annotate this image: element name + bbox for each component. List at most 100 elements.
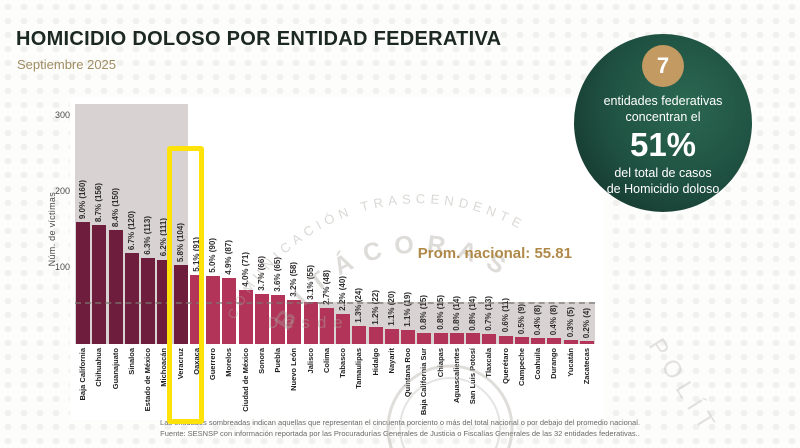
bar-san-luis-potosí (466, 333, 480, 344)
badge-number-circle: 7 (642, 45, 684, 87)
bar-value-label: 2.2% (40) (338, 275, 347, 311)
bar-tamaulipas (352, 325, 367, 344)
bar-coahuila (531, 337, 545, 344)
footnote-line2: Fuente: SESNSP con información reportada… (160, 429, 640, 439)
bar-value-label: 3.2% (58) (289, 262, 299, 297)
badge-text-line2: concentran el (625, 110, 701, 124)
bar-jalisco (303, 302, 318, 344)
bar-nuevo-león (287, 299, 302, 344)
badge-text-line4: de Homicidio doloso (606, 182, 720, 196)
bar-value-label: 3.6% (65) (273, 256, 282, 292)
bar-zacatecas (579, 341, 594, 344)
x-axis-label: Jalisco (305, 348, 315, 374)
y-tick-200: 200 (54, 186, 70, 196)
bar-value-label: 0.8% (15) (419, 294, 429, 330)
page-title: HOMICIDIO DOLOSO POR ENTIDAD FEDERATIVA (16, 28, 502, 50)
x-axis-label: Morelos (224, 348, 234, 377)
x-axis-label: Zacatecas (581, 348, 591, 385)
bar-value-label: 4.9% (87) (224, 240, 234, 275)
bar-value-label: 1.1% (19) (403, 291, 412, 327)
y-tick-100: 100 (54, 262, 70, 272)
x-axis-label: Yucatán (565, 348, 575, 377)
badge-text-line1: entidades federativas (603, 94, 723, 108)
y-axis-ticks: 100 200 300 (40, 0, 70, 448)
bar-chart: 9.0% (160) 8.7% (156) 8.4% (150) 6.7% (120)… (75, 104, 595, 344)
bar-value-label: 0.4% (8) (533, 304, 542, 335)
x-axis-label: Querétaro (500, 348, 510, 384)
x-axis-label: Durango (549, 348, 559, 379)
bar-tabasco (336, 313, 350, 344)
x-axis-label: Aguascalientes (451, 348, 461, 404)
bar-nayarit (384, 328, 399, 344)
bar-chiapas (433, 332, 448, 344)
page-subtitle: Septiembre 2025 (17, 57, 117, 72)
bar-value-label: 9.0% (160) (78, 180, 87, 220)
bar-value-label: 0.5% (9) (516, 303, 526, 335)
footnote: Las entidades sombreadas indican aquella… (0, 418, 800, 440)
bar-baja-california-sur (417, 332, 432, 344)
bar-value-label: 6.3% (113) (143, 216, 152, 256)
y-axis-title: Núm. de víctimas (47, 192, 57, 267)
bar-hidalgo (368, 327, 383, 344)
bar-value-label: 2.7% (48) (321, 269, 331, 305)
x-axis-label: Nuevo León (289, 348, 299, 391)
bar-querétaro (498, 335, 513, 344)
national-average-label: Prom. nacional: 55.81 (417, 245, 572, 262)
bar-value-label: 0.8% (14) (468, 295, 477, 331)
x-axis-label: Baja California Sur (419, 348, 429, 416)
x-axis-label: Hidalgo (370, 348, 380, 376)
bar-value-label: 3.7% (66) (256, 256, 266, 291)
bar-aguascalientes (449, 333, 464, 344)
stat-badge: 7 entidades federativas concentran el 51… (574, 34, 752, 212)
x-axis-label: Campeche (516, 348, 526, 386)
x-axis-label: Nayarit (386, 348, 396, 374)
x-axis-label: Puebla (273, 348, 282, 373)
bar-ciudad-de-méxico (238, 290, 253, 344)
bar-sinaloa (124, 252, 139, 344)
x-axis-label: Baja California (78, 348, 87, 401)
x-axis-label: Guerrero (208, 348, 217, 381)
x-axis-label: Chiapas (435, 348, 445, 378)
x-axis-label: Guanajuato (110, 348, 120, 390)
x-axis-label: Tlaxcala (484, 348, 494, 378)
bar-value-label: 1.2% (22) (370, 289, 380, 325)
x-axis-labels: Baja California Chihuahua Guanajuato Sinalo… (75, 348, 595, 418)
x-axis-label: Tamaulipas (354, 348, 364, 389)
y-tick-300: 300 (54, 110, 70, 120)
bar-quintana-roo (401, 329, 415, 344)
bar-guerrero (206, 275, 220, 344)
x-axis-label: Sinaloa (126, 348, 136, 375)
veracruz-highlight-box (167, 146, 204, 424)
x-axis-label: San Luis Potosí (468, 348, 477, 405)
bar-chihuahua (92, 225, 107, 344)
bar-value-label: 0.4% (8) (549, 304, 559, 335)
bar-value-label: 6.7% (120) (126, 210, 136, 250)
bar-value-label: 0.3% (5) (565, 306, 575, 338)
x-axis-label: Ciudad de México (240, 348, 250, 412)
x-axis-label: Sonora (256, 348, 266, 374)
bar-value-label: 8.7% (156) (94, 183, 104, 223)
bar-colima (319, 307, 334, 344)
bar-campeche (514, 337, 529, 344)
bar-value-label: 0.8% (14) (451, 295, 461, 331)
national-average-line (75, 302, 595, 304)
bar-value-label: 1.1% (20) (386, 291, 396, 326)
bar-value-label: 0.8% (15) (435, 294, 445, 330)
x-axis-label: Estado de México (143, 348, 152, 412)
badge-percent: 51% (629, 126, 697, 163)
bar-value-label: 1.3% (24) (354, 288, 364, 323)
bar-baja-california (76, 222, 90, 344)
bar-value-label: 5.0% (90) (208, 237, 217, 273)
x-axis-label: Coahuila (533, 348, 542, 380)
bar-yucatán (563, 340, 578, 344)
bar-durango (547, 337, 562, 344)
bar-puebla (271, 294, 285, 344)
x-axis-label: Chihuahua (94, 348, 104, 387)
bar-morelos (222, 277, 237, 344)
bar-guanajuato (108, 230, 123, 344)
bar-value-label: 0.2% (4) (581, 307, 591, 338)
x-axis-label: Tabasco (338, 348, 347, 378)
badge-text-line3: del total de casos (614, 166, 712, 180)
bar-veracruz (173, 265, 188, 344)
